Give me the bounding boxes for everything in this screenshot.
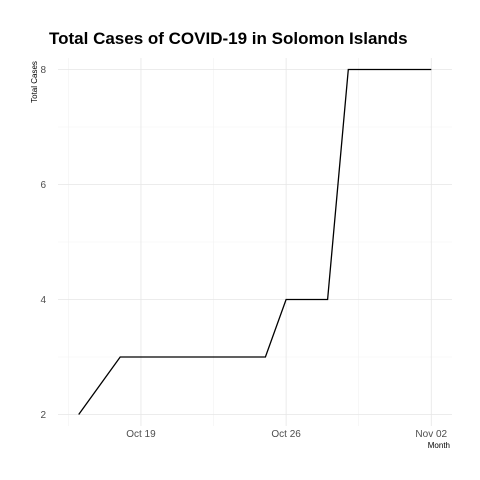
x-tick-label: Oct 26 — [271, 429, 301, 440]
y-tick-label: 2 — [40, 410, 46, 421]
grid — [58, 58, 452, 426]
tick-labels: 2 4 6 8 Oct 19 Oct 26 Nov 02 — [40, 65, 447, 440]
y-tick-label: 4 — [40, 295, 46, 306]
chart-title: Total Cases of COVID-19 in Solomon Islan… — [49, 29, 408, 48]
y-axis-label: Total Cases — [30, 61, 39, 103]
x-tick-label: Nov 02 — [415, 429, 447, 440]
x-axis-label: Month — [428, 441, 450, 450]
x-tick-label: Oct 19 — [126, 429, 156, 440]
y-tick-label: 6 — [40, 180, 46, 191]
series-line — [78, 68, 432, 415]
series-layer — [78, 68, 432, 415]
y-tick-label: 8 — [40, 65, 46, 76]
